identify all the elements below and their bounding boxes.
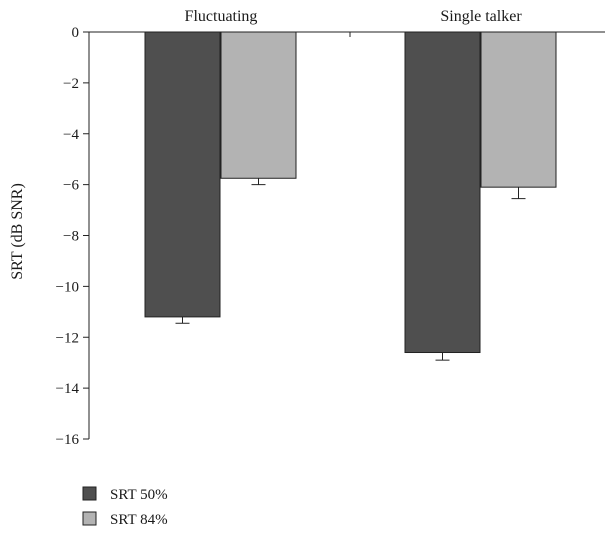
category-label: Fluctuating xyxy=(185,8,258,25)
legend-label: SRT 84% xyxy=(110,512,168,528)
y-tick-label: −8 xyxy=(63,229,79,245)
legend-swatch xyxy=(82,486,97,501)
legend-label: SRT 50% xyxy=(110,487,168,503)
bar xyxy=(480,31,557,188)
y-tick-label: −6 xyxy=(63,178,79,194)
legend: SRT 50% SRT 84% xyxy=(82,486,168,528)
y-tick-label: −16 xyxy=(56,432,80,448)
legend-swatch xyxy=(82,511,97,526)
category-label: Single talker xyxy=(440,8,522,25)
y-tick-label: −14 xyxy=(56,381,80,397)
y-axis-title: SRT (dB SNR) xyxy=(9,183,26,280)
bar xyxy=(220,31,297,179)
bar xyxy=(404,31,481,354)
y-tick-label: −10 xyxy=(56,279,79,295)
y-tick-label: −4 xyxy=(63,127,79,143)
plot-area: 0 −2 −4 −6 −8 −10 −12 −14 −16 SRT (dB SNR) Fluctua… xyxy=(9,8,605,448)
y-tick-label: 0 xyxy=(72,25,80,41)
bar xyxy=(144,31,221,318)
y-tick-label: −12 xyxy=(56,330,79,346)
y-tick-label: −2 xyxy=(63,76,79,92)
